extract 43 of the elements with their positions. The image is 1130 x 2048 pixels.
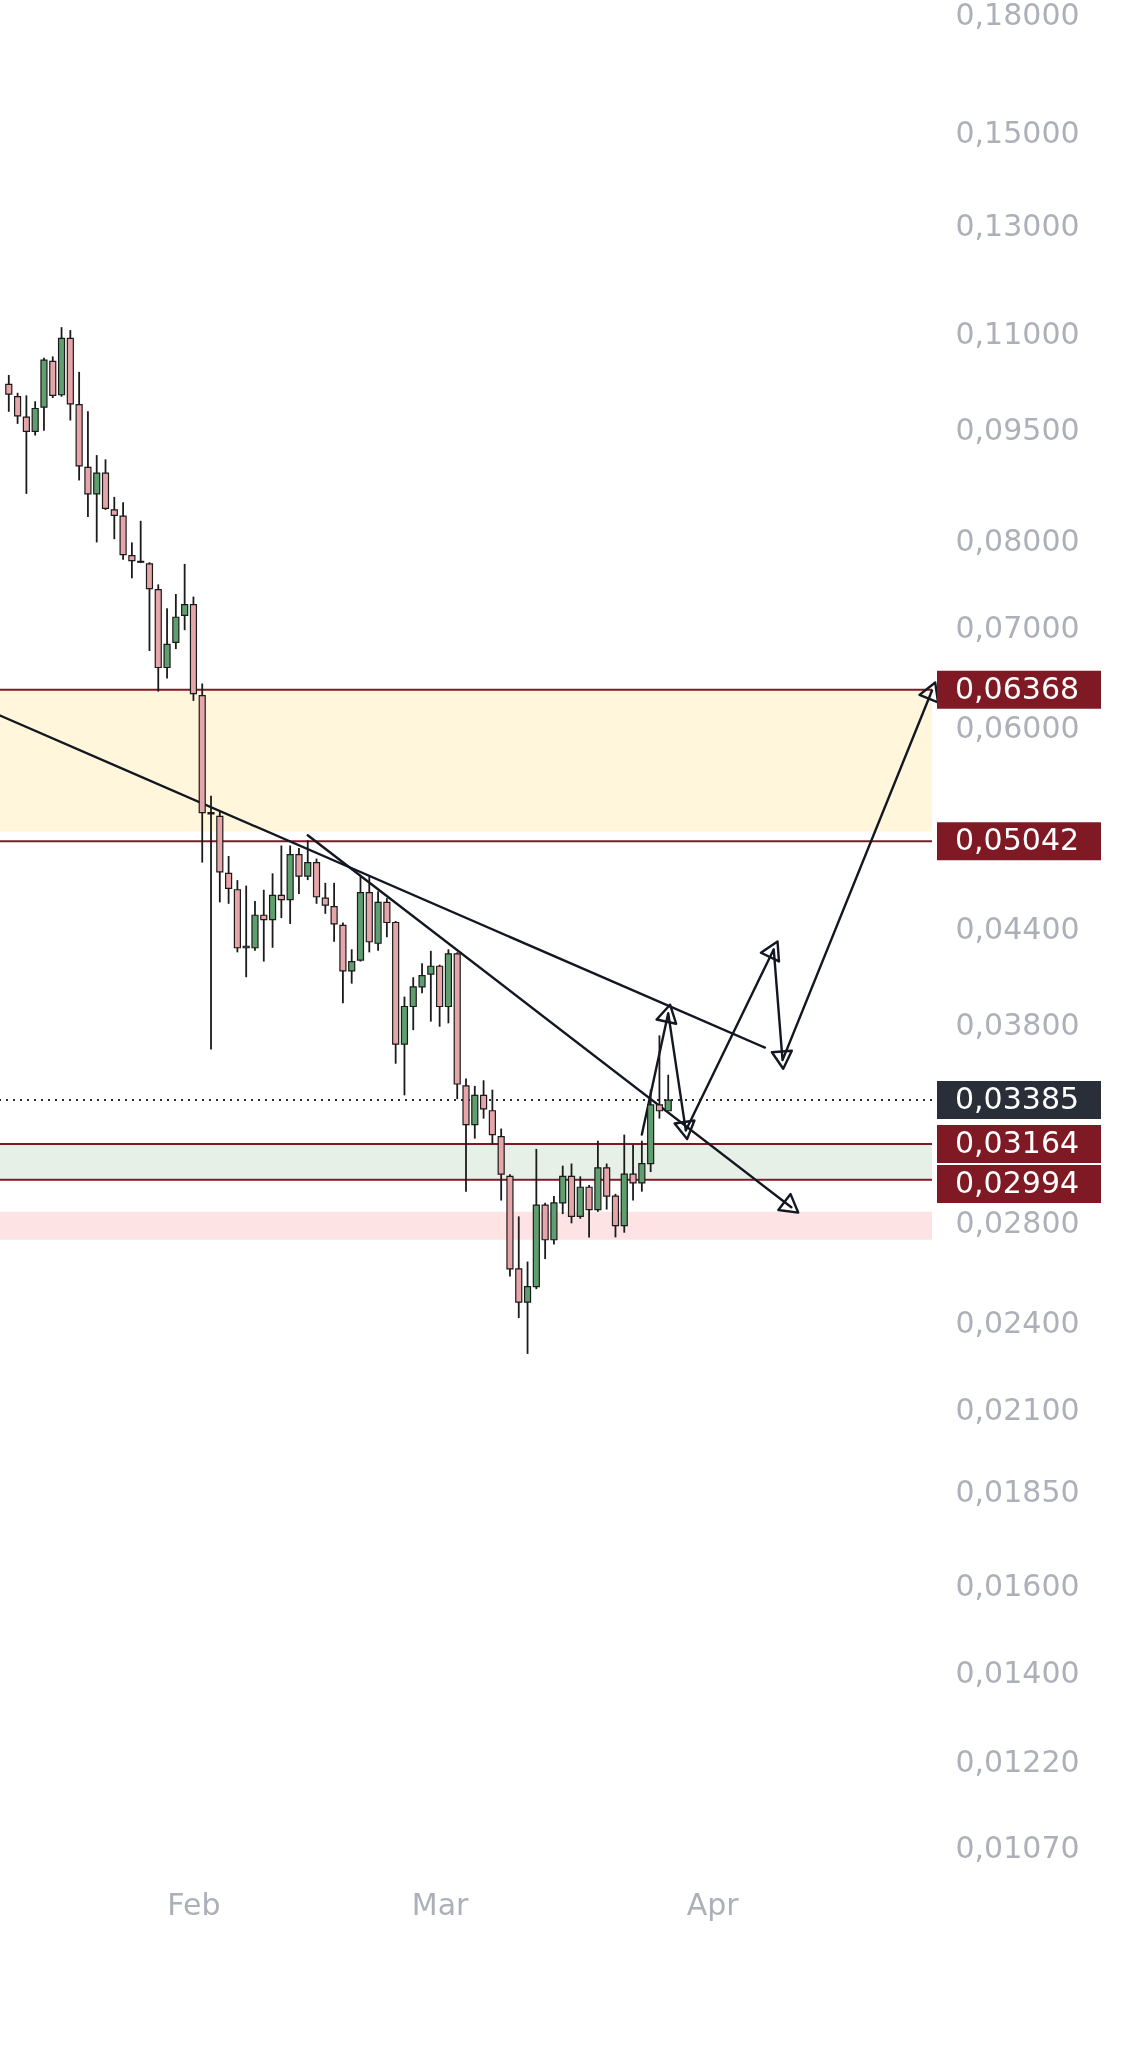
y-tick-label: 0,13000 — [955, 207, 1080, 243]
candlestick — [523, 1260, 532, 1355]
y-tick-label: 0,09500 — [955, 411, 1080, 447]
y-tick-label: 0,08000 — [955, 523, 1080, 559]
y-tick-label: 0,03800 — [955, 1006, 1080, 1042]
candlestick — [5, 374, 13, 413]
candlestick — [488, 1088, 496, 1146]
candlestick — [225, 855, 233, 905]
ref-line-label: 0,03385 — [955, 1081, 1080, 1117]
candlestick — [330, 881, 338, 943]
candlestick — [664, 1073, 672, 1112]
candlestick — [479, 1079, 488, 1120]
candlestick — [427, 949, 435, 1023]
y-tick-label: 0,06000 — [955, 709, 1080, 745]
y-tick-label: 0,18000 — [955, 0, 1080, 32]
y-tick-label: 0,01400 — [955, 1654, 1080, 1690]
x-tick-label: Feb — [167, 1886, 221, 1922]
ref-line-label: 0,02994 — [955, 1164, 1080, 1200]
y-tick-label: 0,11000 — [955, 316, 1080, 352]
y-tick-label: 0,02100 — [955, 1391, 1080, 1427]
y-tick-label: 0,04400 — [955, 911, 1080, 947]
candlestick — [137, 519, 145, 564]
ref-line-label: 0,06368 — [955, 670, 1080, 706]
x-tick-label: Mar — [411, 1886, 470, 1922]
ref-line-label: 0,03164 — [955, 1124, 1080, 1160]
candlestick — [321, 881, 329, 915]
x-tick-label: Apr — [686, 1886, 740, 1922]
candlestick — [277, 844, 285, 920]
y-tick-label: 0,01850 — [955, 1473, 1080, 1509]
candlestick — [128, 541, 136, 580]
y-tick-label: 0,15000 — [955, 114, 1080, 150]
y-tick-label: 0,02800 — [955, 1204, 1080, 1240]
ref-line-label: 0,05042 — [955, 822, 1080, 858]
y-tick-label: 0,01600 — [955, 1568, 1080, 1604]
candlestick — [31, 400, 39, 437]
candlestick — [655, 1034, 664, 1120]
y-tick-label: 0,07000 — [955, 609, 1080, 645]
candlestick — [181, 562, 189, 632]
candlestick — [22, 394, 30, 495]
y-tick-label: 0,01220 — [955, 1744, 1080, 1780]
y-tick-label: 0,01070 — [955, 1829, 1080, 1865]
candlestick — [13, 391, 22, 425]
y-tick-label: 0,02400 — [955, 1304, 1080, 1340]
